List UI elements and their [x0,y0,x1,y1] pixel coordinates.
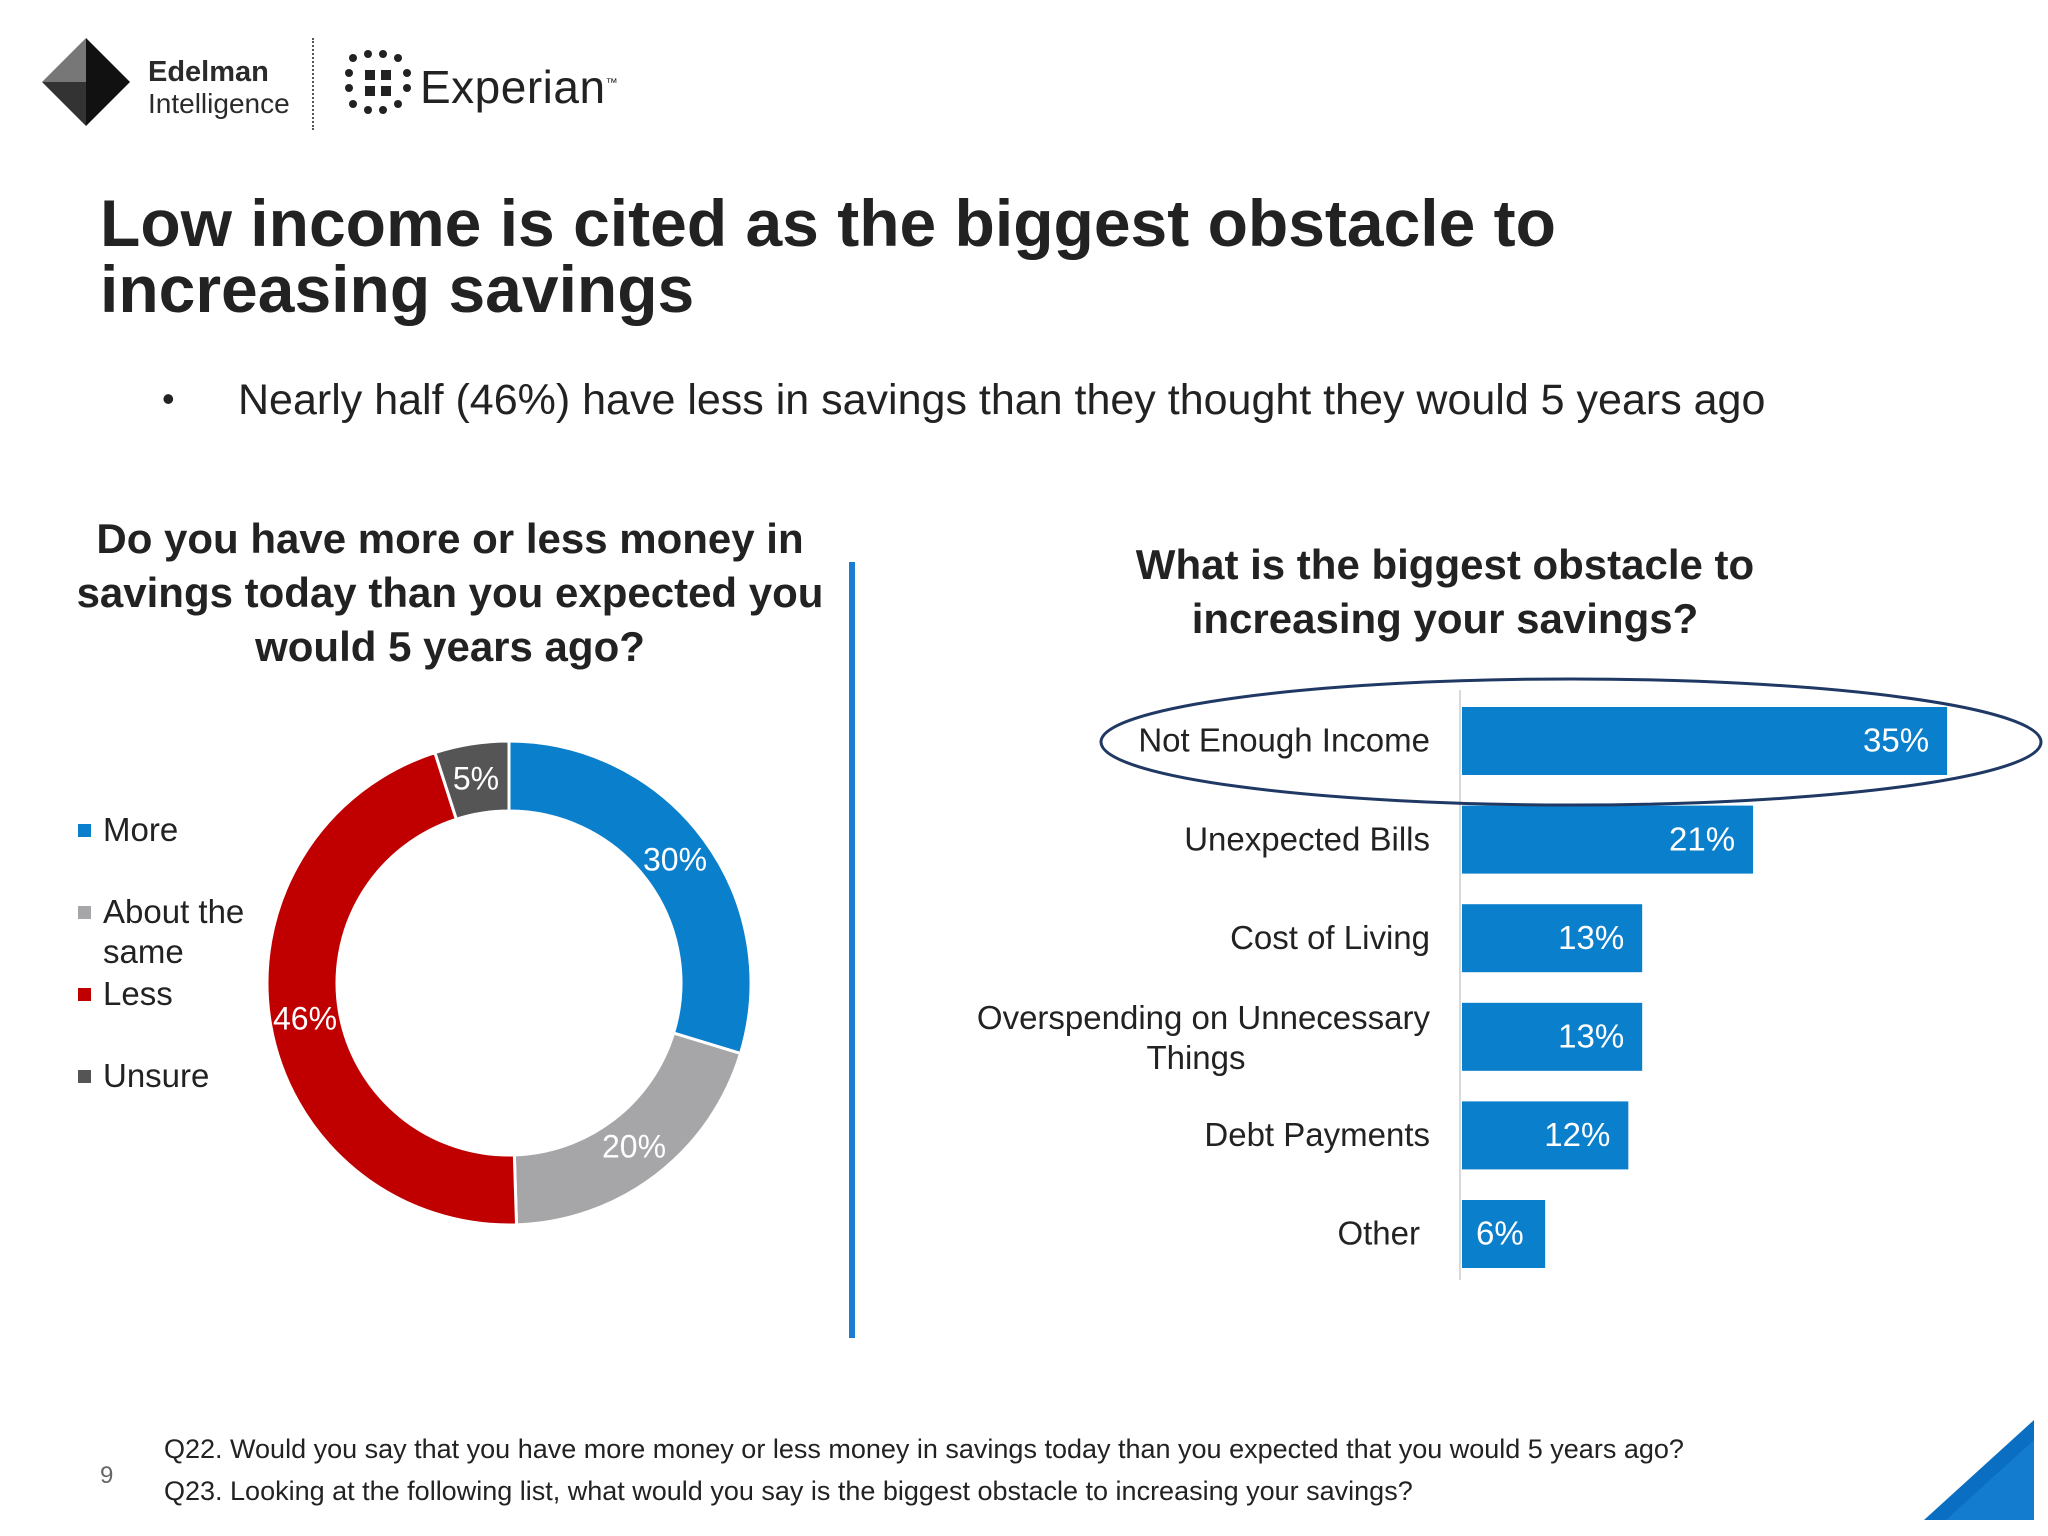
edelman-logo-text: Edelman Intelligence [148,56,290,119]
bar-unexpected-bills [1462,805,1754,874]
right-chart-title: What is the biggest obstacle to increasi… [1135,541,1755,642]
bar-category-label: Debt Payments [1204,1116,1430,1153]
legend-swatch-more [78,824,91,837]
legend-swatch-about-same [78,906,91,919]
logo-divider [312,38,314,130]
bar-data-label: 35% [1863,722,1929,759]
slide-title: Low income is cited as the biggest obsta… [100,186,1556,326]
donut-data-label: 46% [273,1000,337,1036]
donut-slice-more [507,739,753,1056]
bar-category-label: Unexpected Bills [1184,820,1430,857]
donut-data-label: 20% [602,1128,666,1164]
bar-category-label: Not Enough Income [1138,722,1430,759]
donut-slice-unsure [433,739,511,822]
footnote: Q22. Would you say that you have more mo… [164,1428,1684,1512]
bar-debt-payments [1462,1101,1629,1170]
logo-row: Edelman Intelligence Experian™ [38,34,638,134]
footnote-q23: Q23. Looking at the following list, what… [164,1476,1413,1506]
footnote-q22: Q22. Would you say that you have more mo… [164,1434,1684,1464]
edelman-logo-icon [42,38,130,126]
donut-data-label: 5% [453,760,499,796]
bar-data-label: 6% [1476,1215,1524,1252]
corner-triangle-decoration [1924,1420,2034,1520]
experian-logo-text: Experian™ [420,61,619,113]
bar-not-enough-income [1462,707,1948,775]
left-chart-title: Do you have more or less money in saving… [76,515,824,670]
bar-data-label: 12% [1544,1116,1610,1153]
bullet-dot: • [162,378,175,419]
highlight-ellipse [1099,677,2043,807]
donut-slice-less [265,750,519,1227]
donut-data-label: 30% [643,841,707,877]
bar-cost-of-living [1462,904,1643,973]
bar-data-label: 13% [1558,919,1624,956]
legend-swatch-less [78,988,91,1001]
legend-swatch-unsure [78,1070,91,1083]
bar-data-label: 21% [1669,820,1735,857]
bar-other [1462,1200,1546,1268]
bar-overspending-on-unnecessary-things [1462,1002,1643,1071]
bar-data-label: 13% [1558,1018,1624,1055]
key-finding-bullet: Nearly half (46%) have less in savings t… [238,376,1766,424]
page-number: 9 [100,1462,114,1489]
experian-logo-icon [345,50,411,114]
center-divider [849,562,855,1338]
bar-category-label: Overspending on Unnecessary Things [977,999,1431,1076]
bar-category-label: Other [1337,1215,1420,1252]
bar-category-label: Cost of Living [1230,919,1430,956]
